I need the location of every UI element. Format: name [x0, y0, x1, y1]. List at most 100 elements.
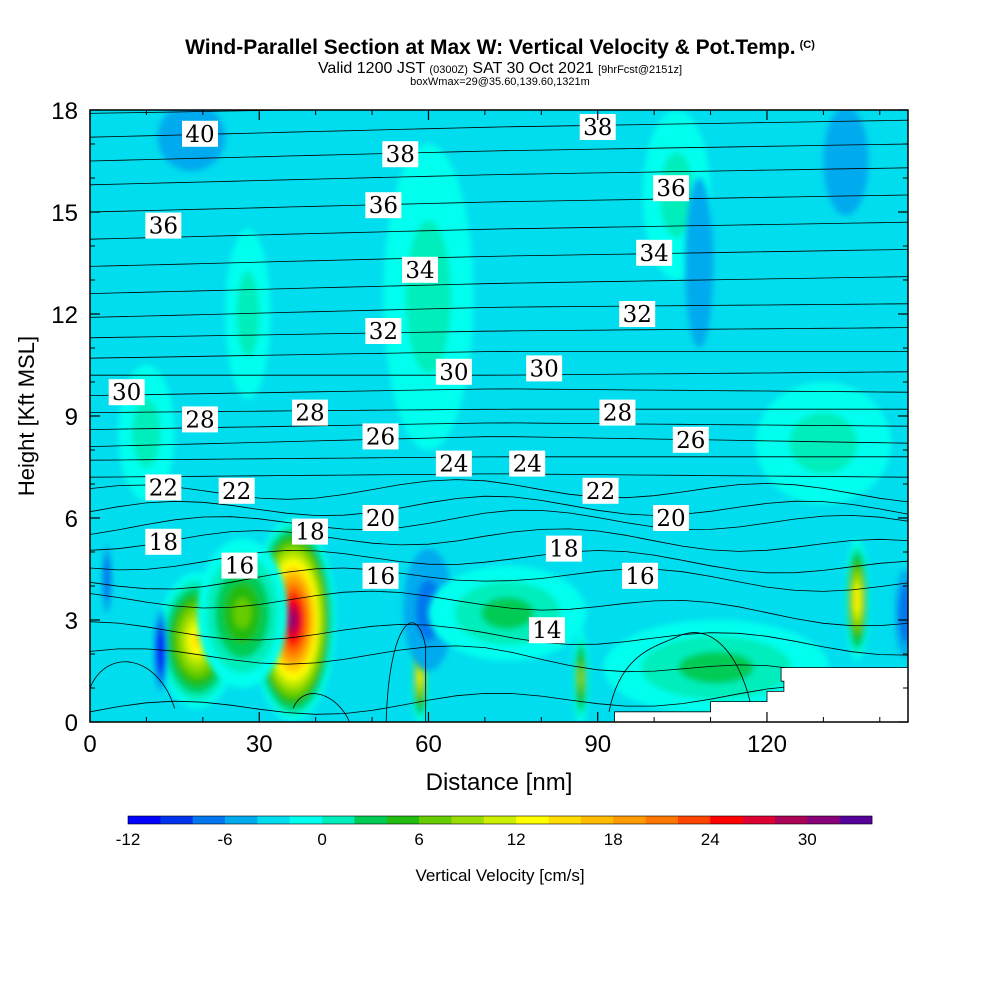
theta-contour-line — [90, 456, 908, 461]
valid-utc-label: (0300Z) — [429, 64, 468, 76]
theta-label-text: 18 — [295, 520, 324, 546]
y-tick-label: 12 — [51, 302, 78, 329]
theta-label: 20 — [653, 505, 690, 532]
theta-label-bg — [221, 552, 258, 579]
terrain-fill — [614, 667, 908, 722]
colorbar-swatch — [677, 816, 711, 824]
theta-label-text: 40 — [185, 122, 214, 148]
potential-temperature-contours — [90, 110, 908, 722]
colorbar-tick-label: 0 — [317, 830, 326, 849]
theta-contour-line — [90, 119, 908, 138]
colorbar-tick-label: 12 — [507, 830, 526, 849]
w-feature — [755, 382, 892, 505]
theta-label-bg — [362, 562, 399, 589]
theta-label-text: 24 — [513, 452, 542, 478]
theta-label-text: 22 — [149, 475, 178, 501]
theta-label-text: 20 — [366, 506, 395, 532]
theta-contour-line — [90, 221, 908, 240]
theta-contour-line — [90, 303, 908, 318]
theta-label-bg — [653, 505, 690, 531]
theta-labels: 40 38 38 36 36 36 34 34 32 32 30 30 30 28 28 28 26 26 24 24… — [108, 114, 709, 644]
w-contour-band — [481, 597, 534, 630]
theta-label-text: 36 — [656, 176, 685, 202]
colorbar-swatch — [322, 816, 355, 824]
theta-label-bg — [365, 318, 402, 344]
theta-label-text: 14 — [532, 618, 561, 644]
theta-contour-line — [90, 621, 908, 656]
theta-contour-line — [90, 327, 908, 339]
theta-label-text: 32 — [623, 302, 652, 328]
theta-label-bg — [292, 399, 329, 426]
theta-contour-line — [90, 371, 908, 376]
theta-label: 28 — [182, 406, 219, 433]
colorbar-tick-label: 24 — [701, 830, 720, 849]
theta-label: 20 — [362, 505, 399, 532]
y-tick-label: 0 — [65, 710, 78, 737]
valid-date-label: SAT 30 Oct 2021 — [472, 60, 594, 77]
theta-label: 24 — [435, 450, 472, 478]
theta-label: 18 — [545, 535, 582, 563]
box-info-line: boxWmax=29@35.60,139.60,1321m — [410, 76, 590, 88]
w-feature — [823, 110, 869, 216]
theta-contour-line — [90, 167, 908, 186]
theta-label-bg — [435, 358, 472, 385]
theta-label-bg — [545, 535, 582, 562]
theta-label-bg — [362, 423, 399, 450]
vertical-velocity-field — [90, 110, 908, 722]
theta-label: 40 — [182, 120, 219, 148]
theta-label-text: 16 — [366, 564, 395, 590]
chart-title: Wind-Parallel Section at Max W: Vertical… — [0, 36, 1000, 60]
theta-label-text: 18 — [549, 537, 578, 563]
w-contour-band — [290, 614, 296, 626]
colorbar-swatch — [257, 816, 291, 824]
colorbar: -12 -6 0 6 12 18 24 30 Vertical Velocity [cm/s] — [116, 815, 873, 885]
y-tick-label: 15 — [51, 200, 78, 227]
theta-label-text: 38 — [386, 142, 415, 168]
colorbar-swatch — [386, 816, 420, 824]
theta-label-bg — [365, 192, 402, 219]
theta-label: 34 — [636, 239, 673, 267]
theta-label-text: 30 — [112, 380, 141, 406]
colorbar-swatch — [354, 816, 388, 824]
w-contour-band — [789, 412, 858, 474]
theta-label: 36 — [653, 175, 690, 202]
theta-label-text: 30 — [529, 356, 558, 382]
theta-contour-line — [90, 143, 908, 162]
colorbar-tick-label: 30 — [798, 830, 817, 849]
theta-label-bg — [145, 212, 182, 239]
valid-time-line: Valid 1200 JST (0300Z) SAT 30 Oct 2021 [… — [0, 60, 1000, 78]
theta-label: 32 — [365, 318, 402, 345]
theta-label-text: 22 — [222, 479, 251, 505]
w-feature — [844, 538, 870, 661]
theta-label-bg — [362, 505, 399, 531]
x-axis-label: Distance [nm] — [426, 769, 573, 796]
theta-label: 38 — [382, 141, 419, 168]
colorbar-tick-label: -6 — [217, 830, 232, 849]
theta-label-text: 36 — [149, 214, 178, 240]
chart-title-text: Wind-Parallel Section at Max W: Vertical… — [185, 36, 796, 59]
colorbar-swatch — [774, 816, 808, 824]
theta-label: 14 — [528, 617, 565, 644]
colorbar-swatch — [807, 816, 840, 824]
theta-label-bg — [145, 528, 182, 555]
x-tick-label: 120 — [747, 731, 787, 758]
theta-contour-line — [292, 693, 350, 722]
theta-label-bg — [636, 239, 673, 266]
w-contour-band — [159, 642, 162, 659]
theta-label-bg — [622, 562, 659, 589]
theta-contour-line — [90, 388, 908, 396]
theta-contour-line — [90, 276, 908, 294]
x-tick-label: 30 — [246, 731, 273, 758]
w-feature — [895, 569, 908, 658]
colorbar-swatch — [192, 816, 226, 824]
w-contour-band — [834, 133, 858, 189]
colorbar-swatch — [419, 816, 452, 824]
theta-label-bg — [292, 518, 329, 545]
colorbar-swatch — [548, 816, 582, 824]
theta-label-bg — [619, 301, 656, 327]
y-tick-label: 3 — [65, 608, 78, 635]
theta-label-bg — [528, 617, 565, 644]
colorbar-swatch — [645, 816, 679, 824]
theta-label-bg — [108, 379, 145, 406]
